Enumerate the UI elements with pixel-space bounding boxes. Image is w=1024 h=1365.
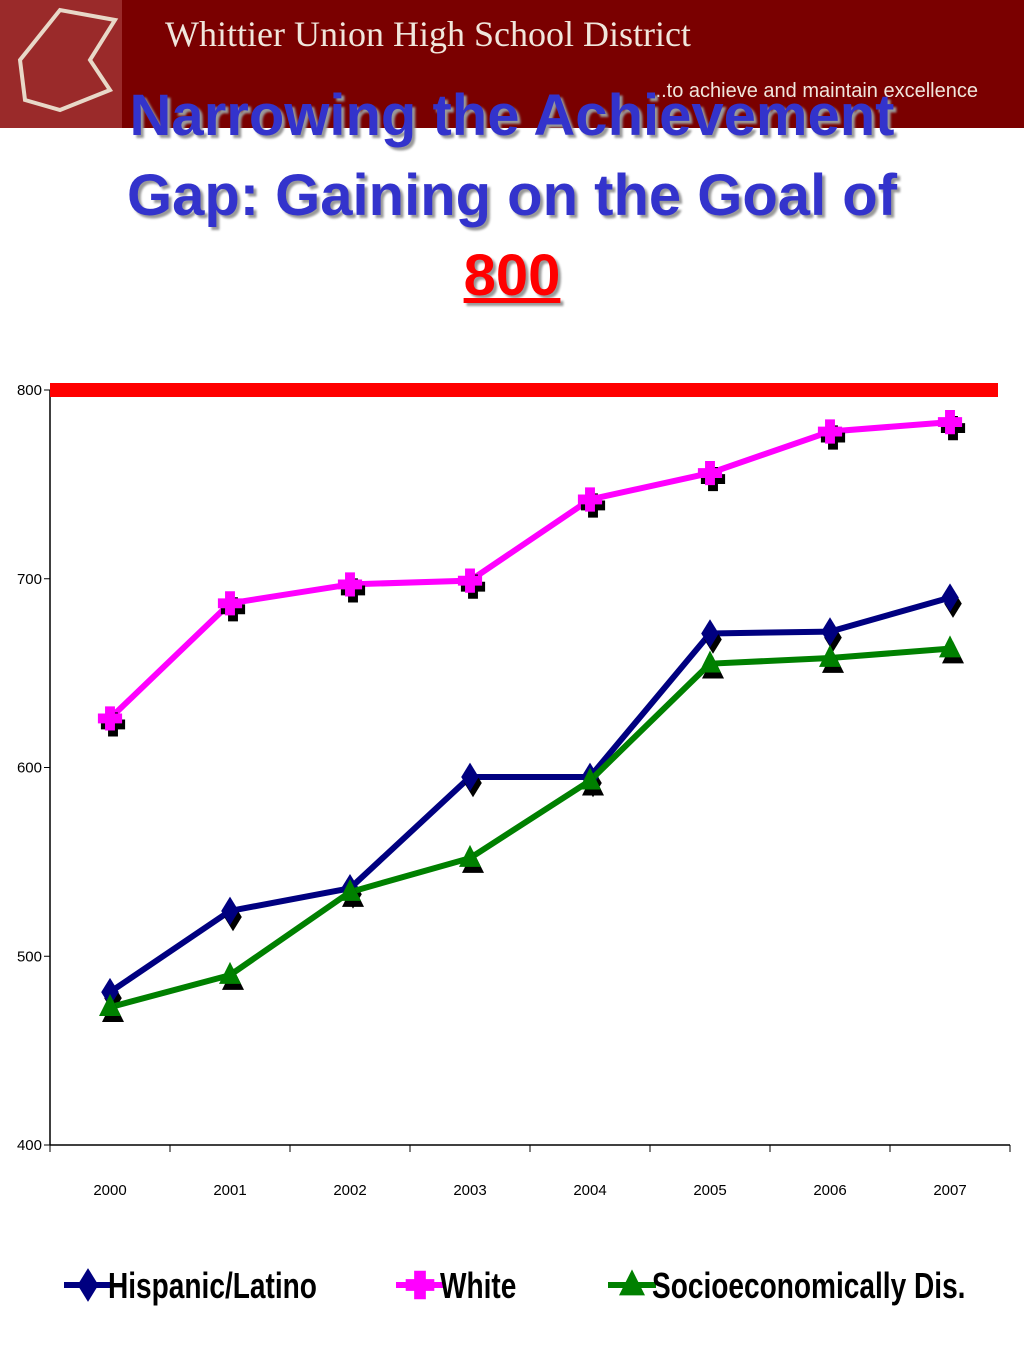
data-point [941,583,962,618]
marker [579,767,601,790]
data-point [937,409,966,441]
logo [17,7,119,113]
data-point [939,635,964,664]
marker [337,572,363,597]
marker [817,419,843,444]
data-point [339,878,364,907]
data-point [577,487,606,518]
x-tick-label: 2000 [93,1182,126,1199]
x-tick-label: 2001 [213,1182,246,1199]
y-tick-label: 700 [17,571,42,588]
y-tick-label: 600 [17,760,42,777]
chart-title: Narrowing the Achievement Gap: Gaining o… [112,76,912,316]
marker [219,961,241,984]
header-banner [0,0,1024,128]
header-title: Whittier Union High School District [165,14,691,54]
marker [819,644,841,667]
marker [697,460,723,486]
marker [99,994,121,1017]
marker [941,583,959,612]
marker [701,619,719,648]
x-tick-label: 2002 [333,1182,366,1199]
marker [97,706,123,731]
data-point [461,762,482,798]
data-point [99,994,124,1023]
title-text: Narrowing the Achievement Gap: Gaining o… [126,83,898,228]
legend-label: White [440,1266,516,1306]
series-line [109,645,951,1011]
y-tick-label: 500 [17,948,42,965]
marker [461,762,479,792]
legend-label: Socioeconomically Dis. [652,1266,965,1306]
data-point [699,650,724,679]
goal-label: 800 [463,243,561,308]
series-line [108,594,951,995]
x-tick-label: 2006 [813,1182,846,1199]
legend-marker [77,1268,99,1302]
data-point [221,896,242,932]
marker [221,896,239,926]
series-line [107,419,951,721]
data-point [217,591,246,622]
marker [101,977,119,1007]
marker [457,568,483,593]
x-tick-label: 2005 [693,1182,726,1199]
data-point [819,644,844,673]
marker [459,844,481,867]
data-point [701,619,722,654]
data-point [219,961,244,990]
legend-marker [619,1269,645,1296]
data-point [817,419,846,450]
y-tick-label: 400 [17,1137,42,1154]
marker [339,878,361,901]
data-point [97,706,126,737]
header-tagline: ...to achieve and maintain excellence [650,80,978,102]
data-point [579,767,604,796]
data-point [337,572,366,603]
marker [821,617,839,646]
legend-marker [405,1270,435,1300]
x-tick-label: 2003 [453,1182,486,1199]
data-point [457,568,486,599]
marker [217,591,243,616]
x-tick-label: 2007 [933,1182,966,1199]
marker [577,487,603,512]
data-point [697,460,726,492]
marker [699,650,721,673]
data-point [821,617,842,652]
x-tick-label: 2004 [573,1182,606,1199]
marker [937,409,963,435]
marker [939,635,961,658]
y-tick-label: 800 [17,382,42,399]
legend-label: Hispanic/Latino [108,1266,317,1306]
data-point [459,844,484,873]
